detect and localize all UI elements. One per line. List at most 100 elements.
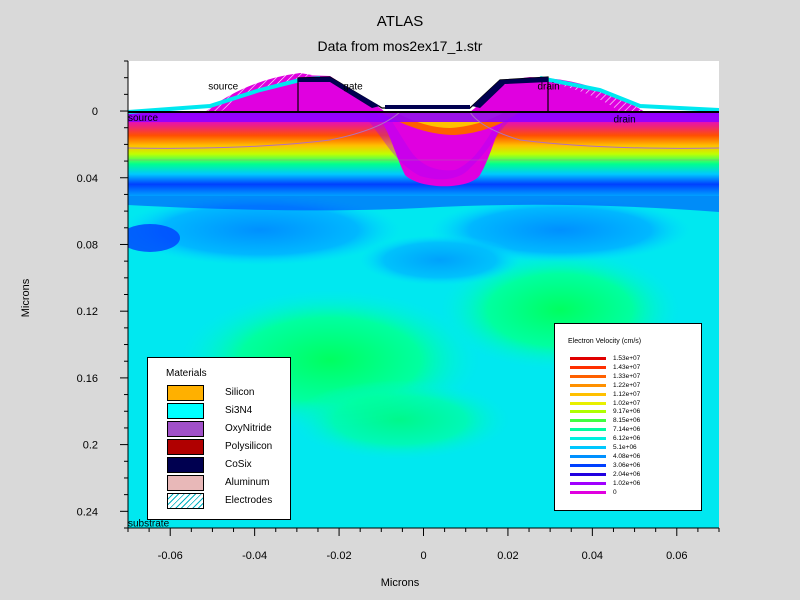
colorbar-value: 1.12e+07	[613, 390, 641, 398]
colorbar-value: 6.12e+06	[613, 435, 641, 443]
material-name: Si3N4	[225, 405, 253, 416]
colorbar-level: 8.15e+06	[570, 417, 690, 426]
material-swatch	[167, 439, 204, 455]
colorbar-swatch	[570, 481, 606, 485]
y-tick-label: 0.2	[83, 440, 98, 452]
colorbar-swatch	[570, 392, 606, 396]
colorbar-level: 1.02e+07	[570, 400, 690, 409]
x-tick-label: -0.04	[242, 550, 267, 562]
y-tick-label: 0.16	[77, 373, 98, 385]
colorbar-value: 1.02e+07	[613, 399, 641, 407]
material-legend-item: Aluminum	[167, 475, 287, 492]
material-swatch	[167, 493, 204, 509]
material-legend-item: CoSix	[167, 457, 287, 474]
colorbar-swatch	[570, 374, 606, 378]
colorbar-swatch	[570, 463, 606, 467]
colorbar-swatch	[570, 472, 606, 476]
x-tick-label: 0.06	[666, 550, 687, 562]
colorbar-level: 9.17e+06	[570, 408, 690, 417]
colorbar-swatch	[570, 419, 606, 423]
colorbar-swatch	[570, 437, 606, 441]
colorbar-swatch	[570, 383, 606, 387]
y-axis: 0 0.04 0.08 0.12 0.16 0.2 0.24	[77, 60, 128, 529]
colorbar-value: 1.33e+07	[613, 372, 641, 380]
colorbar-swatch	[570, 357, 606, 360]
material-name: OxyNitride	[225, 423, 272, 434]
colorbar-swatch	[570, 490, 606, 494]
colorbar-value: 1.43e+07	[613, 363, 641, 371]
region-label: source	[208, 81, 238, 92]
material-legend-item: Electrodes	[167, 493, 287, 510]
x-axis: -0.06 -0.04 -0.02 0 0.02 0.04 0.06	[127, 528, 720, 562]
region-label: gate	[343, 81, 363, 92]
material-name: CoSix	[225, 459, 252, 470]
colorbar-level: 3.06e+06	[570, 462, 690, 471]
colorbar-value: 8.15e+06	[613, 417, 641, 425]
region-label: substrate	[128, 518, 170, 529]
material-legend-item: OxyNitride	[167, 421, 287, 438]
colorbar-level: 1.02e+06	[570, 480, 690, 489]
colorbar-level: 6.12e+06	[570, 435, 690, 444]
colorbar-title: Electron Velocity (cm/s)	[568, 338, 642, 345]
colorbar-level: 1.12e+07	[570, 391, 690, 400]
colorbar-value: 4.08e+06	[613, 452, 641, 460]
y-tick-label: 0.08	[77, 239, 98, 251]
colorbar-swatch	[570, 428, 606, 432]
colorbar-swatch	[570, 401, 606, 405]
colorbar-level: 0	[570, 489, 690, 498]
colorbar-level: 1.53e+07	[570, 355, 690, 364]
velocity-field	[128, 61, 719, 528]
chart-title: ATLAS	[376, 13, 424, 30]
chart-subtitle: Data from mos2ex17_1.str	[317, 38, 483, 54]
colorbar-value: 0	[613, 488, 617, 496]
colorbar-value: 1.02e+06	[613, 479, 641, 487]
colorbar-value: 9.17e+06	[613, 408, 641, 416]
materials-legend: Materials Silicon Si3N4 OxyNitride Polysili…	[147, 357, 291, 520]
material-legend-item: Polysilicon	[167, 439, 287, 456]
x-tick-label: 0.04	[582, 550, 603, 562]
material-name: Electrodes	[225, 495, 273, 506]
region-label: drain	[613, 115, 635, 126]
x-tick-label: 0	[420, 550, 426, 562]
material-swatch	[167, 385, 204, 401]
colorbar-value: 1.53e+07	[613, 355, 641, 362]
colorbar-value: 1.22e+07	[613, 381, 641, 389]
colorbar-swatch	[570, 365, 606, 369]
material-legend-item: Si3N4	[167, 403, 287, 420]
colorbar-level: 7.14e+06	[570, 426, 690, 435]
colorbar-level: 2.04e+06	[570, 471, 690, 480]
y-tick-label: 0.24	[77, 506, 98, 518]
colorbar-swatch	[570, 410, 606, 414]
x-tick-label: -0.02	[327, 550, 352, 562]
materials-legend-title: Materials	[166, 368, 207, 379]
material-swatch	[167, 421, 204, 437]
material-name: Polysilicon	[225, 441, 273, 452]
material-swatch	[167, 457, 204, 473]
x-axis-label: Microns	[380, 577, 420, 589]
colorbar-level: 1.33e+07	[570, 373, 690, 382]
x-tick-label: 0.02	[497, 550, 518, 562]
y-tick-label: 0.04	[77, 173, 98, 185]
y-tick-label: 0.12	[77, 306, 98, 318]
material-legend-item: Silicon	[167, 385, 287, 402]
colorbar-value: 2.04e+06	[613, 470, 641, 478]
colorbar-level: 1.43e+07	[570, 364, 690, 373]
material-swatch	[167, 475, 204, 491]
colorbar-level: 4.08e+06	[570, 453, 690, 462]
colorbar-value: 3.06e+06	[613, 461, 641, 469]
material-swatch	[167, 403, 204, 419]
colorbar-level: 5.1e+06	[570, 444, 690, 453]
colorbar-level: 1.22e+07	[570, 382, 690, 391]
velocity-colorbar: Electron Velocity (cm/s) 1.53e+07 1.43e+0…	[554, 323, 702, 511]
material-name: Silicon	[225, 387, 255, 398]
region-label: drain	[537, 81, 559, 92]
region-label: source	[128, 113, 158, 124]
y-tick-label: 0	[92, 106, 98, 118]
colorbar-value: 7.14e+06	[613, 426, 641, 434]
x-tick-label: -0.06	[158, 550, 183, 562]
material-name: Aluminum	[225, 477, 270, 488]
colorbar-value: 5.1e+06	[613, 444, 637, 451]
colorbar-swatch	[570, 454, 606, 458]
colorbar-swatch	[570, 446, 606, 449]
